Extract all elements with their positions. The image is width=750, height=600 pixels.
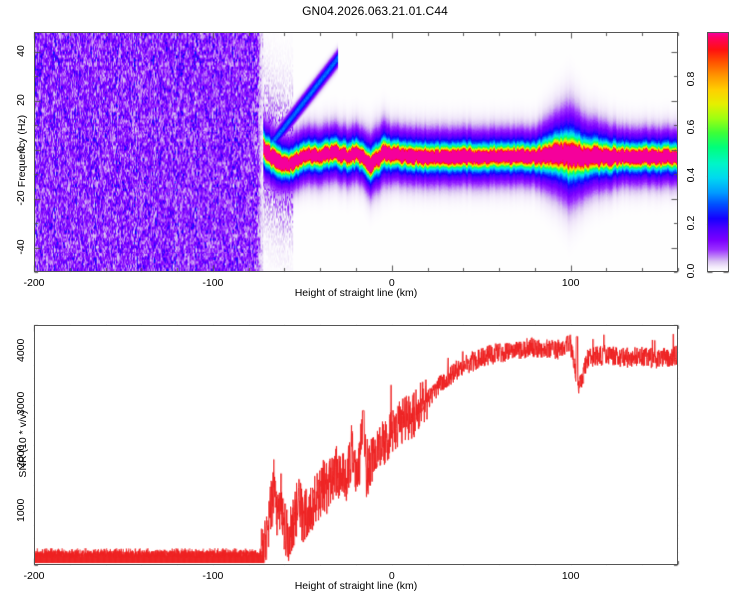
x-tick-label: 0 xyxy=(388,570,395,582)
x-tick-label: 0 xyxy=(388,277,395,289)
x-tick-label: -100 xyxy=(202,277,224,289)
y-tick-label: -40 xyxy=(15,238,27,255)
x-tick-label: 100 xyxy=(561,277,580,289)
colorbar-tick-label: 0.0 xyxy=(685,263,697,278)
snr-x-axis-label: Height of straight line (km) xyxy=(294,580,418,592)
snr-canvas xyxy=(35,326,677,564)
y-tick-label: 4000 xyxy=(15,338,27,362)
colorbar-tick-label: 0.8 xyxy=(685,71,697,86)
x-tick-label: -100 xyxy=(202,570,224,582)
x-tick-label: -200 xyxy=(23,570,45,582)
colorbar-tick-label: 0.6 xyxy=(685,119,697,134)
x-tick-label: 100 xyxy=(561,570,580,582)
colorbar xyxy=(707,32,729,272)
figure-title: GN04.2026.063.21.01.C44 xyxy=(302,4,448,18)
y-tick-label: 40 xyxy=(15,44,27,57)
colorbar-tick-label: 0.2 xyxy=(685,215,697,230)
spectrogram-y-axis-label: Frequency (Hz) xyxy=(16,114,28,188)
snr-panel xyxy=(34,325,678,565)
x-tick-label: -200 xyxy=(23,277,45,289)
spectrogram-panel xyxy=(34,32,678,272)
snr-y-axis-label: SNR (10 * v/v) xyxy=(17,410,29,478)
spectrogram-canvas xyxy=(35,33,677,271)
colorbar-gradient xyxy=(708,33,728,271)
colorbar-tick-label: 0.4 xyxy=(685,167,697,182)
spectrogram-x-axis-label: Height of straight line (km) xyxy=(294,287,418,299)
